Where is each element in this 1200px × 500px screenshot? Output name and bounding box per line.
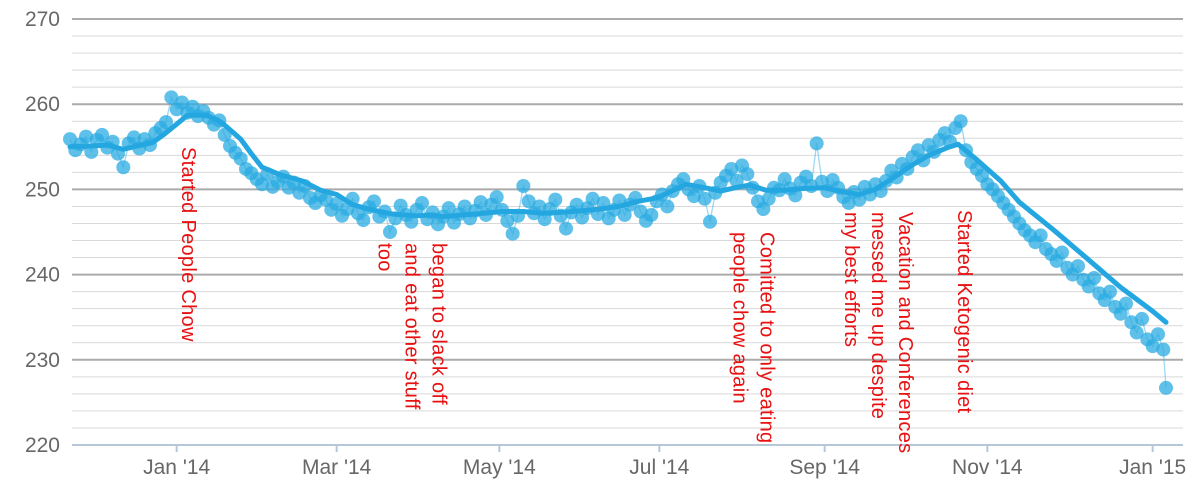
daily-weight-point [548,192,563,207]
daily-weight-point [697,191,712,206]
daily-weight-point [1055,245,1069,260]
daily-weight-point [356,213,371,228]
x-axis-tick-label: Nov '14 [952,456,1023,479]
daily-weight-point [724,161,739,176]
daily-weight-point [473,195,488,210]
daily-weight-point [1129,325,1144,340]
daily-weight-point [1151,327,1165,342]
x-axis-tick-label: Mar '14 [302,456,372,479]
daily-weight-point [703,214,717,229]
y-axis-tick-label: 270 [25,8,60,31]
daily-weight-point [532,199,547,214]
daily-weight-point [559,221,573,236]
daily-weight-point [516,178,531,193]
daily-weight-point [1087,271,1101,286]
daily-weight-point [585,191,600,206]
daily-weight-point [489,190,504,205]
x-axis-tick-label: Jul '14 [629,456,689,479]
daily-weight-point [159,115,173,130]
trend-line [67,112,1169,325]
daily-weight-point [79,129,93,144]
daily-weight-point [95,127,109,142]
daily-weight-point [500,213,515,228]
daily-weight-point [1145,339,1160,354]
daily-weight-point [441,201,456,216]
daily-weight-point [809,136,824,151]
y-axis-tick-label: 260 [25,93,60,116]
daily-weight-point [1159,380,1173,395]
daily-weight-point [1033,228,1048,243]
daily-weight-point [404,214,419,229]
x-axis-tick-label: Sep '14 [789,456,860,479]
daily-weight-point [644,207,659,222]
daily-weight-point [953,114,968,129]
daily-weight-point [505,226,520,241]
daily-weight-point [63,132,77,147]
daily-weight-point [841,196,856,211]
daily-weight-point [660,199,675,214]
daily-weight-point [1119,296,1133,311]
y-axis-tick-label: 220 [25,434,60,457]
daily-weight-point [569,197,584,212]
daily-weight-point [367,194,381,209]
y-axis-tick-label: 250 [25,178,60,201]
daily-weight-point [415,196,429,211]
x-axis-tick-label: May '14 [463,456,536,479]
y-axis-tick-label: 240 [25,264,60,287]
x-axis-tick-label: Jan '15 [1119,456,1186,479]
daily-weight-point [127,130,141,145]
daily-weight-point [1156,342,1171,357]
daily-weight-point [1103,284,1117,299]
daily-weight-point [329,196,344,211]
daily-weight-point [164,90,179,105]
daily-weight-point [521,194,536,209]
daily-weight-point [457,199,472,214]
daily-weight-point [1135,311,1149,326]
daily-weight-point [383,225,397,239]
daily-weight-point [761,191,776,206]
daily-weight-point [1071,259,1085,274]
y-axis-tick-label: 230 [25,349,60,372]
x-axis-tick-label: Jan '14 [143,456,210,479]
daily-weight-point [740,167,755,182]
daily-weight-point [116,160,131,175]
